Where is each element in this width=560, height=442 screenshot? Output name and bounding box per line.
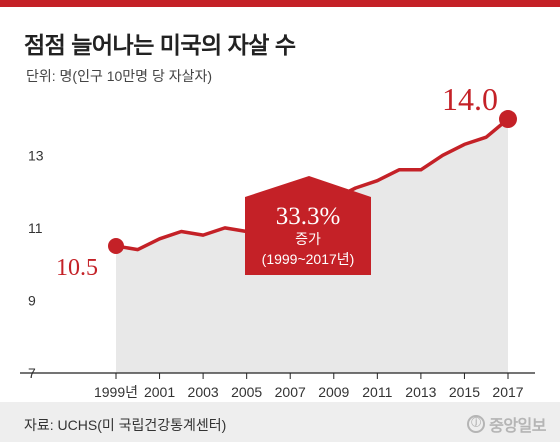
- x-tick-label: 2001: [144, 384, 175, 400]
- callout-period: (1999~2017년): [262, 251, 355, 267]
- end-point: [499, 110, 517, 129]
- logo-text: 중앙일보: [489, 418, 546, 435]
- top-accent-bar: [0, 0, 560, 7]
- callout: 33.3% 증가 (1999~2017년): [245, 176, 371, 275]
- x-tick-label: 2015: [449, 384, 480, 400]
- callout-label: 증가: [295, 231, 321, 247]
- data-points: [108, 110, 517, 255]
- end-value-label: 14.0: [442, 81, 498, 117]
- x-tick-label: 2003: [188, 384, 219, 400]
- chart-title: 점점 늘어나는 미국의 자살 수: [24, 32, 296, 58]
- x-tick-label: 2009: [318, 384, 349, 400]
- source-note: 자료: UCHS(미 국립건강통계센터): [24, 417, 227, 433]
- callout-percent: 33.3%: [276, 203, 341, 230]
- x-tick-label: 2013: [405, 384, 436, 400]
- y-tick-label: 11: [28, 220, 43, 236]
- start-value-label: 10.5: [56, 255, 98, 281]
- x-tick-label: 1999년: [94, 384, 138, 400]
- y-tick-label: 13: [28, 147, 44, 163]
- y-tick-label: 9: [28, 292, 36, 308]
- unit-label: 단위: 명(인구 10만명 당 자살자): [26, 68, 213, 84]
- x-ticks: 1999년 2001 2003 2005 2007 2009 2011 2013 2015 201…: [94, 373, 524, 400]
- footer: 자료: UCHS(미 국립건강통계센터) ⓙ 중앙일보: [0, 402, 560, 442]
- x-tick-label: 2007: [275, 384, 306, 400]
- start-point: [108, 238, 124, 255]
- x-tick-label: 2011: [362, 384, 392, 400]
- x-tick-label: 2017: [492, 384, 523, 400]
- callout-box: [245, 176, 371, 275]
- publisher-logo: ⓙ 중앙일보: [467, 412, 546, 436]
- x-tick-label: 2005: [231, 384, 262, 400]
- logo-mark-icon: ⓙ: [467, 415, 486, 433]
